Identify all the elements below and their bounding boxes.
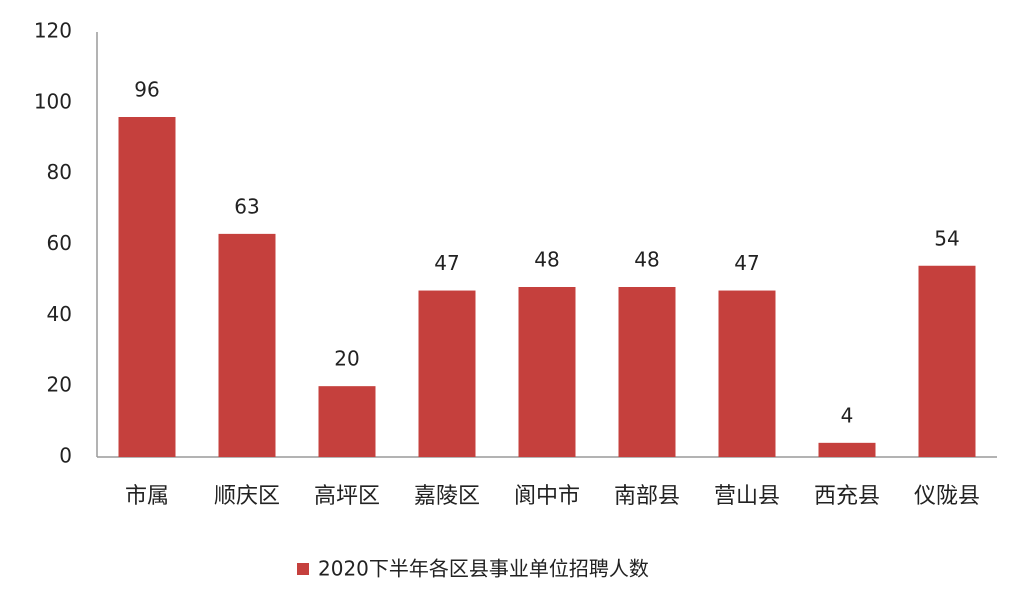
x-tick-label: 市属 bbox=[125, 484, 169, 509]
bar bbox=[118, 117, 176, 457]
legend-label: 2020下半年各区县事业单位招聘人数 bbox=[318, 557, 649, 581]
legend-swatch bbox=[297, 563, 309, 575]
y-tick-label: 60 bbox=[47, 231, 72, 255]
x-tick-label: 南部县 bbox=[614, 484, 680, 509]
bar bbox=[318, 386, 376, 457]
x-tick-label: 营山县 bbox=[714, 484, 780, 509]
value-label: 4 bbox=[841, 403, 854, 427]
value-label: 54 bbox=[934, 226, 959, 250]
value-label: 47 bbox=[734, 251, 759, 275]
bar bbox=[918, 265, 976, 457]
value-label: 63 bbox=[234, 194, 259, 218]
y-tick-label: 20 bbox=[47, 373, 72, 397]
x-tick-label: 顺庆区 bbox=[214, 484, 280, 509]
value-label: 96 bbox=[134, 78, 159, 102]
y-tick-label: 40 bbox=[47, 302, 72, 326]
x-tick-label: 仪陇县 bbox=[914, 484, 980, 509]
value-label: 48 bbox=[534, 248, 559, 272]
value-label: 48 bbox=[634, 248, 659, 272]
bar bbox=[418, 290, 476, 457]
x-tick-label: 阆中市 bbox=[514, 484, 580, 509]
y-tick-label: 0 bbox=[59, 444, 72, 468]
bar bbox=[618, 287, 676, 457]
bar bbox=[518, 287, 576, 457]
x-tick-label: 嘉陵区 bbox=[414, 484, 480, 509]
bar bbox=[718, 290, 776, 457]
bar bbox=[218, 233, 276, 457]
value-label: 47 bbox=[434, 251, 459, 275]
y-tick-label: 100 bbox=[34, 89, 72, 113]
y-tick-label: 120 bbox=[34, 19, 72, 43]
x-tick-label: 高坪区 bbox=[314, 484, 380, 509]
bar bbox=[818, 442, 876, 457]
value-label: 20 bbox=[334, 347, 359, 371]
y-tick-label: 80 bbox=[47, 160, 72, 184]
x-tick-label: 西充县 bbox=[814, 484, 880, 509]
